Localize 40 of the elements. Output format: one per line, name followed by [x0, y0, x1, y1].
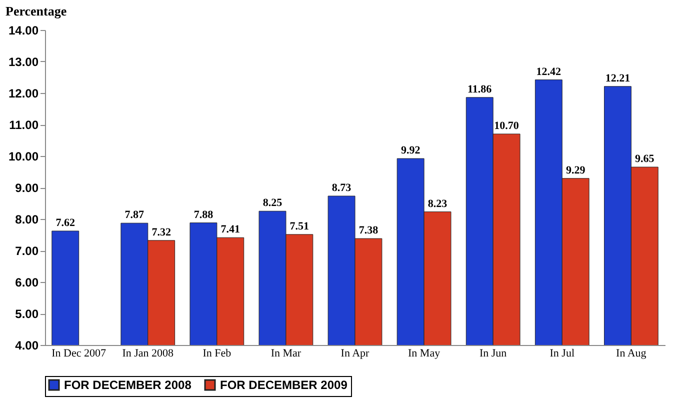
- x-tick-label: In Aug: [616, 348, 647, 360]
- data-label: 12.21: [605, 72, 630, 84]
- data-label: 8.23: [428, 198, 448, 210]
- y-tick-label: 6.00: [15, 276, 39, 290]
- x-tick-label: In Apr: [340, 348, 370, 360]
- y-tick-label: 4.00: [15, 338, 39, 352]
- x-tick-label: In Mar: [270, 348, 302, 360]
- y-axis-title: Percentage: [6, 4, 67, 18]
- data-label: 7.32: [152, 226, 172, 238]
- x-tick-label: In Jul: [550, 348, 574, 360]
- data-label: 9.92: [400, 144, 421, 157]
- data-label: 9.65: [635, 153, 655, 166]
- data-label: 7.51: [290, 220, 310, 232]
- y-tick-label: 10.00: [8, 150, 39, 164]
- data-label: 7.87: [124, 209, 145, 222]
- y-tick-label: 7.00: [15, 244, 39, 258]
- y-tick-label: 11.00: [9, 118, 39, 132]
- y-tick-label: 9.00: [15, 181, 39, 195]
- x-tick-label: In Dec 2007: [52, 348, 107, 360]
- data-label: 8.25: [262, 197, 283, 210]
- y-tick-label: 13.00: [8, 55, 39, 69]
- data-label: 11.86: [468, 83, 492, 96]
- data-label: 10.70: [494, 120, 520, 132]
- data-label: 7.62: [56, 216, 76, 229]
- data-label: 12.42: [536, 66, 562, 78]
- data-label: 8.73: [332, 182, 352, 194]
- legend-label: FOR DECEMBER 2008: [64, 378, 192, 392]
- y-tick-label: 8.00: [15, 212, 39, 226]
- y-tick-label: 12.00: [8, 86, 39, 100]
- data-label: 9.29: [566, 164, 586, 176]
- data-label: 7.41: [220, 224, 240, 236]
- y-tick-label: 5.00: [15, 307, 39, 321]
- legend-label: FOR DECEMBER 2009: [220, 378, 348, 392]
- x-tick-label: In May: [408, 348, 441, 360]
- x-tick-label: In Jan 2008: [122, 348, 174, 360]
- y-tick-label: 14.00: [8, 24, 39, 38]
- x-tick-label: In Jun: [479, 348, 508, 360]
- data-label: 7.88: [194, 208, 214, 221]
- data-label: 7.38: [358, 224, 379, 237]
- x-tick-label: In Feb: [202, 348, 232, 360]
